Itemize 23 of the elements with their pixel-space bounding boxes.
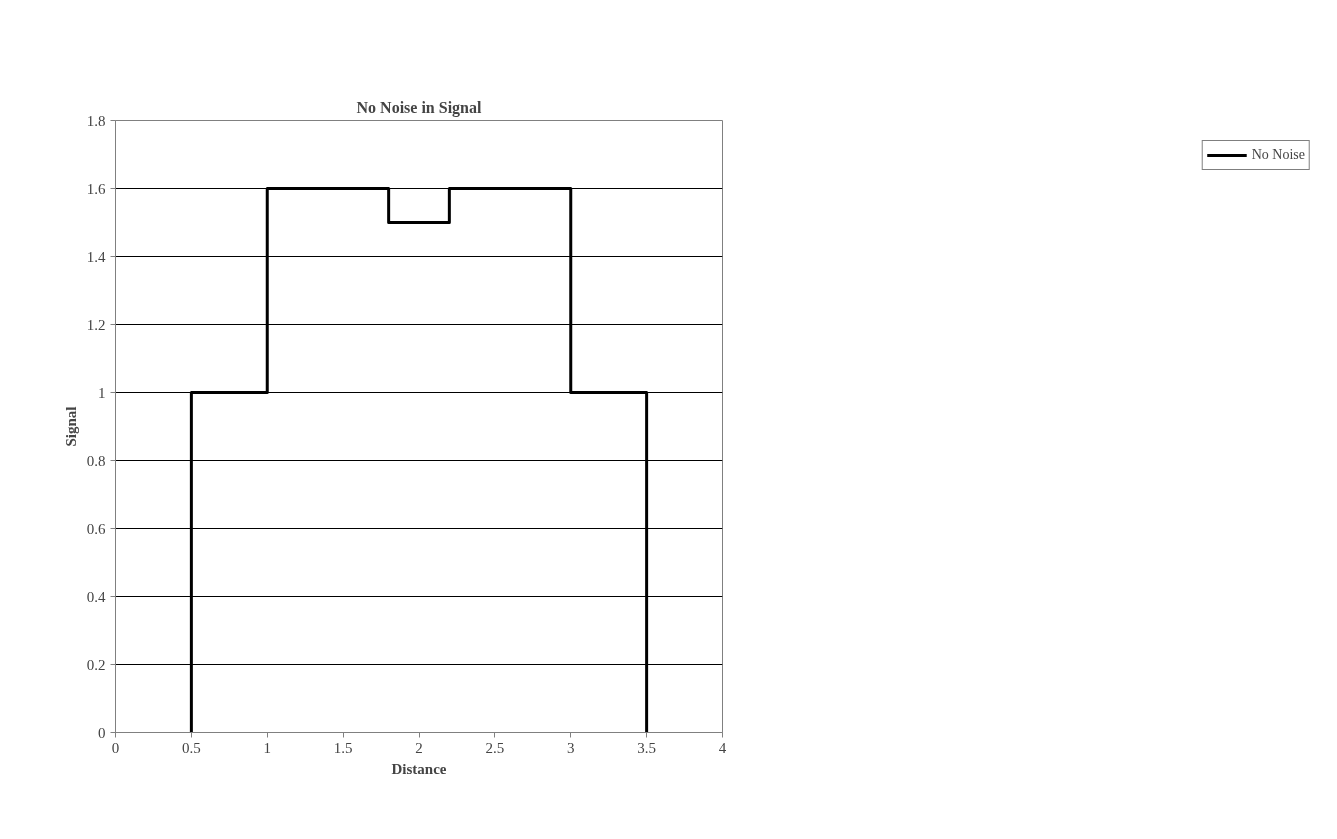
x-tick-label: 1.5 xyxy=(333,739,353,756)
y-tick-label: 0.6 xyxy=(86,520,106,537)
x-tick-label: 0.5 xyxy=(182,739,201,756)
y-tick-label: 0.8 xyxy=(86,452,106,469)
y-tick-label: 0.4 xyxy=(86,588,106,605)
y-tick-label: 1.8 xyxy=(86,112,106,129)
x-tick-label: 0 xyxy=(111,739,120,756)
chart-title: No Noise in Signal xyxy=(356,98,483,117)
x-tick-label: 1 xyxy=(263,739,271,756)
legend-label: No Noise xyxy=(1251,147,1305,163)
y-axis-title: Signal xyxy=(62,406,79,447)
y-tick-label: 0.2 xyxy=(86,656,106,673)
y-tick-label: 1.4 xyxy=(86,248,106,265)
y-tick-label: 1.2 xyxy=(86,316,106,333)
x-tick-label: 3.5 xyxy=(637,739,656,756)
x-tick-label: 2.5 xyxy=(485,739,505,756)
y-tick-label: 1 xyxy=(98,384,106,401)
x-axis-title: Distance xyxy=(391,760,447,777)
y-tick-label: 0 xyxy=(98,724,106,741)
y-tick-label: 1.6 xyxy=(86,180,106,197)
x-tick-label: 4 xyxy=(718,739,727,756)
x-tick-label: 3 xyxy=(567,739,575,756)
x-tick-label: 2 xyxy=(415,739,423,756)
